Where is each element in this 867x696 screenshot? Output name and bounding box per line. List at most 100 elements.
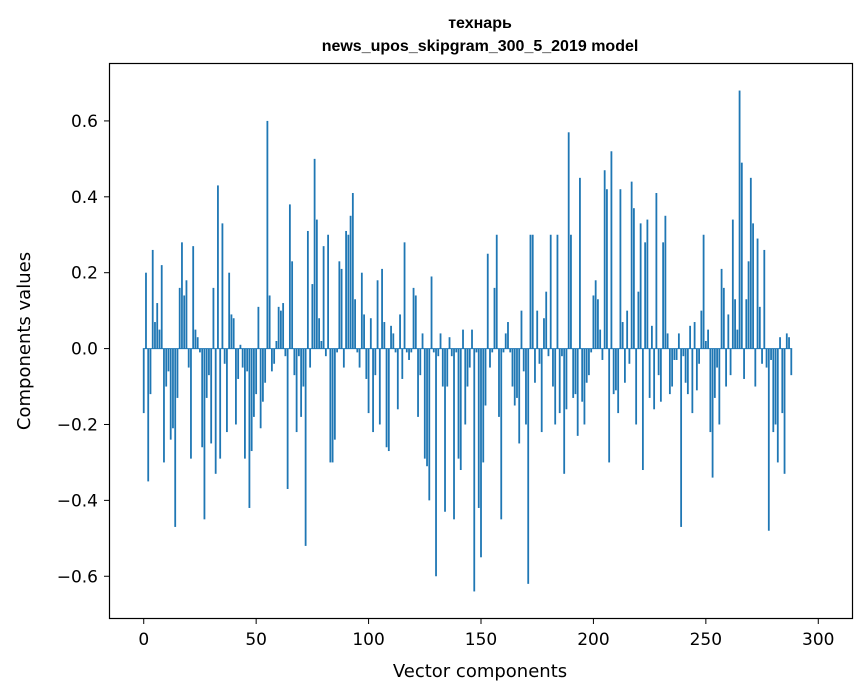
bar	[650, 325, 653, 349]
bar	[313, 158, 316, 349]
bar	[405, 348, 408, 353]
bar	[743, 348, 745, 379]
bar	[279, 310, 282, 349]
bar	[574, 348, 577, 395]
bar	[662, 242, 665, 349]
y-axis-label: Components values	[14, 252, 35, 430]
bar	[581, 348, 584, 402]
bar	[486, 253, 489, 349]
bar	[176, 348, 179, 398]
bar	[471, 329, 473, 349]
bar	[223, 348, 226, 364]
bar	[201, 348, 204, 448]
bar	[304, 348, 307, 546]
bar	[214, 348, 217, 474]
bar	[192, 246, 195, 349]
bar	[698, 348, 700, 364]
bar	[165, 348, 168, 387]
bar	[500, 348, 503, 520]
bar	[167, 348, 170, 372]
bar	[226, 348, 228, 433]
bar	[547, 348, 550, 357]
bar	[244, 348, 246, 459]
bar	[644, 242, 647, 349]
y-tick-label: 0.4	[71, 188, 98, 208]
bar	[154, 322, 156, 349]
x-axis-ticks: 0 50 100 150 200 250 300	[138, 618, 834, 650]
bar	[511, 348, 514, 387]
bar	[727, 314, 730, 349]
bar	[590, 348, 593, 353]
bar	[293, 348, 296, 376]
bar	[504, 333, 507, 349]
bar	[246, 348, 249, 372]
bar	[318, 318, 321, 349]
bar	[779, 337, 781, 349]
bar	[302, 348, 305, 387]
bar	[527, 348, 530, 584]
bar	[217, 185, 219, 349]
bar	[673, 348, 676, 360]
bar	[210, 348, 213, 444]
bar	[738, 90, 741, 349]
bar	[172, 348, 174, 429]
bar	[329, 348, 332, 463]
bar	[554, 348, 557, 425]
bar	[288, 204, 291, 349]
bar	[585, 348, 588, 383]
x-tick-label: 300	[802, 630, 834, 650]
bar	[390, 325, 392, 349]
y-tick-label: −0.6	[57, 567, 98, 587]
bar	[232, 318, 235, 349]
bar	[720, 268, 723, 349]
bar	[459, 348, 462, 471]
bar	[324, 348, 327, 357]
bar	[657, 348, 660, 376]
bar	[399, 314, 401, 349]
bar	[444, 348, 446, 512]
bar	[680, 348, 683, 527]
bars-group	[142, 90, 793, 592]
bar	[441, 348, 444, 387]
bar	[387, 348, 390, 452]
bar	[354, 299, 356, 349]
bar	[626, 310, 629, 349]
bar	[594, 280, 597, 349]
bar	[520, 310, 523, 349]
bar	[790, 348, 793, 376]
x-tick-label: 50	[245, 630, 267, 650]
y-tick-label: 0.0	[71, 340, 98, 360]
bar	[608, 348, 611, 463]
bar	[378, 348, 381, 425]
bar	[525, 348, 527, 425]
bar	[241, 348, 244, 368]
bar	[412, 287, 415, 349]
bar	[534, 348, 536, 383]
bar	[432, 348, 435, 353]
bar	[761, 348, 763, 364]
bar	[147, 348, 150, 482]
bar	[181, 242, 183, 349]
bar	[689, 325, 692, 349]
bar	[448, 337, 451, 349]
bar	[363, 314, 365, 349]
bar	[675, 348, 678, 360]
bar	[457, 348, 460, 459]
bar	[349, 215, 352, 349]
bar	[468, 348, 471, 368]
bar	[695, 348, 698, 391]
bar	[489, 348, 491, 368]
bar	[142, 348, 145, 414]
x-tick-label: 150	[465, 630, 497, 650]
bar	[579, 177, 581, 349]
bar	[336, 348, 338, 353]
bar	[664, 215, 667, 349]
bar	[700, 310, 703, 349]
bar	[237, 348, 240, 379]
bar	[158, 329, 161, 349]
bar	[543, 318, 545, 349]
bar	[327, 234, 329, 349]
bar	[351, 193, 354, 349]
bar	[160, 265, 163, 349]
bar	[747, 261, 750, 349]
